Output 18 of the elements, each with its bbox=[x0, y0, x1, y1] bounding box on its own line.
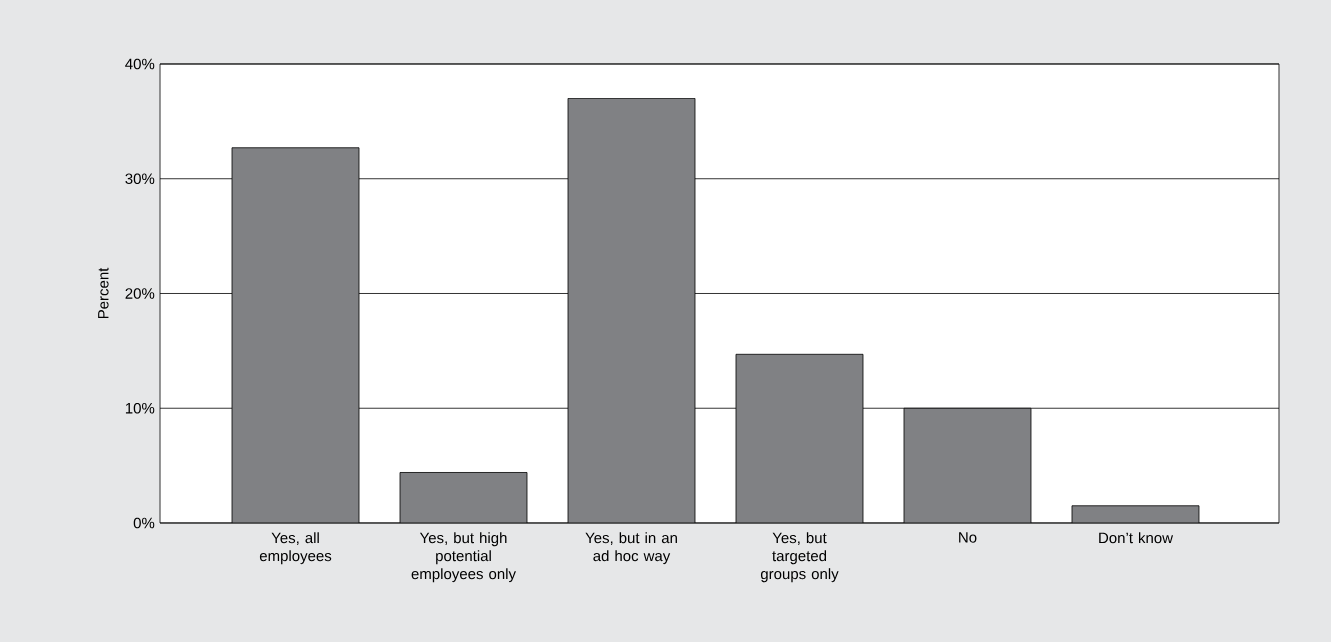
x-tick-label: Yes, but in an ad hoc way bbox=[585, 532, 677, 565]
y-tick-label: 10% bbox=[125, 402, 155, 414]
y-tick-label: 40% bbox=[125, 58, 155, 70]
bar bbox=[903, 407, 1032, 523]
y-tick-label: 30% bbox=[125, 173, 155, 185]
bar bbox=[1071, 505, 1200, 523]
x-tick-label: No bbox=[959, 532, 977, 543]
y-tick-label: 0% bbox=[133, 517, 155, 529]
y-tick-label: 20% bbox=[125, 288, 155, 299]
x-tick-label: Don’t know bbox=[1099, 532, 1174, 544]
x-tick-label: Yes, all employees bbox=[259, 532, 332, 565]
bar bbox=[735, 353, 864, 523]
bar bbox=[399, 472, 528, 523]
y-axis-title: Percent bbox=[98, 267, 109, 319]
bar bbox=[231, 147, 360, 523]
bar bbox=[567, 98, 696, 523]
x-tick-label: Yes, but high potential employees only bbox=[411, 532, 516, 583]
x-tick-label: Yes, but targeted groups only bbox=[760, 532, 839, 583]
